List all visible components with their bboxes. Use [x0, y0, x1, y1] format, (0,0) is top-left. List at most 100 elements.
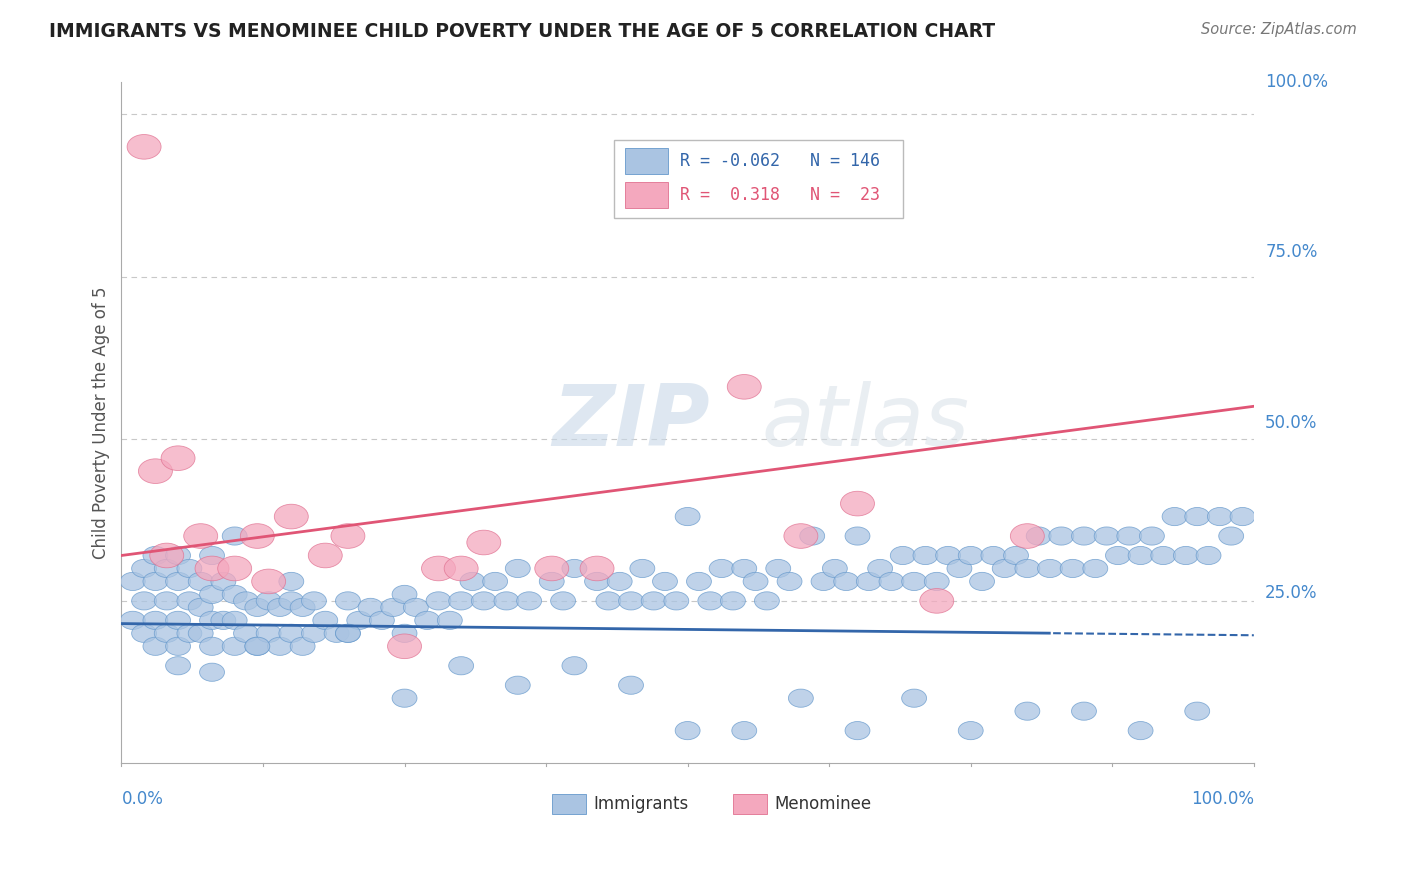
Ellipse shape: [336, 624, 360, 642]
Ellipse shape: [1219, 527, 1244, 545]
Ellipse shape: [256, 624, 281, 642]
Ellipse shape: [121, 573, 145, 591]
Ellipse shape: [166, 573, 191, 591]
Ellipse shape: [460, 573, 485, 591]
Ellipse shape: [1105, 547, 1130, 565]
Ellipse shape: [1071, 527, 1097, 545]
Ellipse shape: [1128, 722, 1153, 739]
Ellipse shape: [267, 637, 292, 656]
Ellipse shape: [562, 657, 586, 675]
Ellipse shape: [755, 591, 779, 610]
Ellipse shape: [404, 599, 429, 616]
Ellipse shape: [686, 573, 711, 591]
Ellipse shape: [731, 559, 756, 577]
Ellipse shape: [184, 524, 218, 549]
Ellipse shape: [970, 573, 994, 591]
Text: 75.0%: 75.0%: [1265, 244, 1317, 261]
Ellipse shape: [727, 375, 761, 399]
Ellipse shape: [388, 634, 422, 658]
Ellipse shape: [392, 585, 418, 604]
Ellipse shape: [150, 543, 184, 568]
Bar: [626, 182, 668, 208]
Ellipse shape: [675, 722, 700, 739]
Text: Immigrants: Immigrants: [593, 795, 689, 813]
Ellipse shape: [467, 530, 501, 555]
Ellipse shape: [920, 589, 953, 613]
Y-axis label: Child Poverty Under the Age of 5: Child Poverty Under the Age of 5: [93, 286, 110, 558]
Ellipse shape: [562, 559, 586, 577]
Ellipse shape: [211, 611, 236, 630]
Ellipse shape: [675, 508, 700, 525]
Ellipse shape: [778, 573, 801, 591]
Ellipse shape: [252, 569, 285, 594]
Ellipse shape: [1174, 547, 1198, 565]
Ellipse shape: [619, 676, 644, 694]
Ellipse shape: [290, 637, 315, 656]
Text: 0.0%: 0.0%: [121, 790, 163, 808]
Ellipse shape: [143, 637, 167, 656]
Ellipse shape: [1197, 547, 1220, 565]
Ellipse shape: [177, 591, 202, 610]
Text: 100.0%: 100.0%: [1191, 790, 1254, 808]
Ellipse shape: [200, 637, 225, 656]
Ellipse shape: [370, 611, 394, 630]
Ellipse shape: [993, 559, 1017, 577]
Ellipse shape: [267, 599, 292, 616]
Ellipse shape: [132, 624, 156, 642]
Ellipse shape: [890, 547, 915, 565]
Ellipse shape: [308, 543, 342, 568]
Ellipse shape: [834, 573, 859, 591]
Ellipse shape: [132, 591, 156, 610]
Ellipse shape: [1139, 527, 1164, 545]
Ellipse shape: [652, 573, 678, 591]
Ellipse shape: [731, 722, 756, 739]
Ellipse shape: [301, 624, 326, 642]
Ellipse shape: [505, 676, 530, 694]
Ellipse shape: [240, 524, 274, 549]
Ellipse shape: [166, 657, 191, 675]
Ellipse shape: [1004, 547, 1028, 565]
Ellipse shape: [233, 624, 259, 642]
Ellipse shape: [359, 599, 382, 616]
Ellipse shape: [534, 556, 569, 581]
Ellipse shape: [200, 585, 225, 604]
Ellipse shape: [471, 591, 496, 610]
Ellipse shape: [901, 690, 927, 707]
Ellipse shape: [585, 573, 610, 591]
Ellipse shape: [1049, 527, 1074, 545]
Ellipse shape: [551, 591, 575, 610]
Ellipse shape: [879, 573, 904, 591]
Ellipse shape: [959, 722, 983, 739]
Ellipse shape: [245, 637, 270, 656]
Ellipse shape: [155, 559, 179, 577]
Ellipse shape: [449, 657, 474, 675]
Text: 100.0%: 100.0%: [1265, 73, 1329, 91]
Ellipse shape: [744, 573, 768, 591]
Text: 25.0%: 25.0%: [1265, 583, 1317, 602]
Ellipse shape: [177, 624, 202, 642]
Ellipse shape: [392, 690, 418, 707]
Ellipse shape: [924, 573, 949, 591]
Ellipse shape: [347, 611, 371, 630]
Ellipse shape: [1026, 527, 1052, 545]
Text: ZIP: ZIP: [551, 381, 710, 464]
Ellipse shape: [200, 547, 225, 565]
Ellipse shape: [392, 624, 418, 642]
Ellipse shape: [301, 591, 326, 610]
Ellipse shape: [505, 559, 530, 577]
Ellipse shape: [981, 547, 1005, 565]
Ellipse shape: [222, 637, 247, 656]
Ellipse shape: [437, 611, 463, 630]
Ellipse shape: [143, 547, 167, 565]
Ellipse shape: [449, 591, 474, 610]
Ellipse shape: [188, 624, 214, 642]
Ellipse shape: [516, 591, 541, 610]
Ellipse shape: [222, 527, 247, 545]
Text: R =  0.318   N =  23: R = 0.318 N = 23: [679, 186, 880, 204]
Ellipse shape: [1060, 559, 1085, 577]
Ellipse shape: [166, 547, 191, 565]
Text: Menominee: Menominee: [775, 795, 872, 813]
Ellipse shape: [607, 573, 633, 591]
Ellipse shape: [482, 573, 508, 591]
FancyBboxPatch shape: [614, 140, 903, 219]
